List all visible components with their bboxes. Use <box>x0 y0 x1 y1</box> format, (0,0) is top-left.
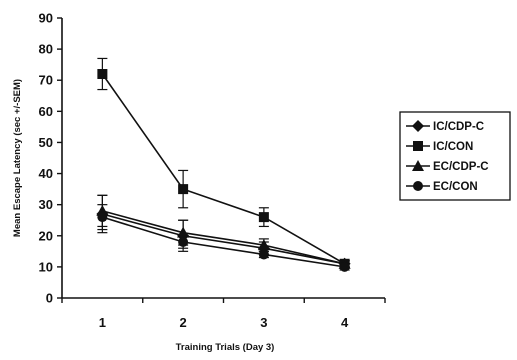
data-point <box>97 212 108 223</box>
legend-box <box>399 111 511 201</box>
data-point <box>178 184 189 195</box>
legend-item: EC/CON <box>406 181 478 193</box>
data-point <box>339 261 350 272</box>
legend-item: EC/CDP-C <box>406 160 489 173</box>
y-tick-label: 40 <box>39 166 53 181</box>
y-tick-label: 20 <box>39 228 53 243</box>
data-point <box>97 69 108 79</box>
data-point <box>178 237 189 247</box>
legend-item: IC/CDP-C <box>406 120 484 133</box>
x-tick-label: 3 <box>260 315 267 330</box>
y-tick-label: 60 <box>39 104 53 119</box>
y-tick-label: 70 <box>39 73 53 88</box>
series-ic-con <box>97 57 350 269</box>
legend-label: IC/CON <box>433 141 473 153</box>
x-tick-label: 1 <box>99 315 106 330</box>
legend-marker <box>412 160 424 171</box>
data-point <box>258 249 269 260</box>
data-point <box>177 226 190 238</box>
y-tick-label: 50 <box>39 135 53 150</box>
legend-marker <box>413 141 423 151</box>
x-tick-label: 4 <box>341 315 349 330</box>
y-tick-label: 30 <box>39 197 53 212</box>
legend-label: IC/CDP-C <box>433 121 484 133</box>
y-tick-label: 80 <box>39 42 53 57</box>
legend: IC/CDP-C IC/CON EC/CDP-C EC/CON <box>399 111 511 201</box>
series-ec-con <box>97 204 350 272</box>
series-line <box>102 213 345 265</box>
x-tick-label: 2 <box>180 315 187 330</box>
series-line <box>101 73 346 265</box>
y-tick-label: 0 <box>46 291 53 306</box>
series-ic-cdp-c <box>96 194 351 270</box>
series-line <box>102 210 345 265</box>
data-point <box>257 239 270 251</box>
y-tick-label: 10 <box>39 259 53 274</box>
legend-marker <box>413 181 423 191</box>
series-line <box>102 216 345 268</box>
x-axis-title: Training Trials (Day 3) <box>176 342 275 353</box>
y-tick-label: 90 <box>39 11 53 26</box>
series-layer <box>96 57 351 272</box>
data-point <box>258 212 269 223</box>
y-axis-title: Mean Escape Latency (sec +/-SEM) <box>12 79 23 237</box>
legend-label: EC/CDP-C <box>433 161 489 173</box>
legend-label: EC/CON <box>433 181 478 193</box>
legend-item: IC/CON <box>406 141 473 153</box>
legend-marker <box>412 120 424 132</box>
axes: 0 10 20 30 40 50 60 70 80 90 1 2 3 4 <box>39 11 386 330</box>
